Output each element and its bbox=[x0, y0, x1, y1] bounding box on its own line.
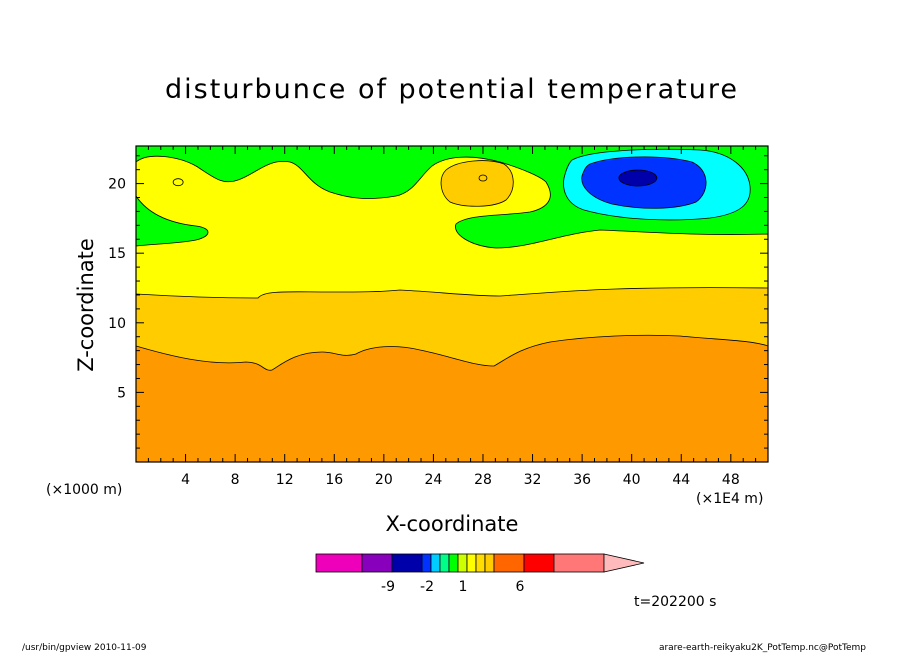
colorbar-cell bbox=[457, 553, 468, 573]
colorbar-cell bbox=[493, 553, 525, 573]
colorbar-cell bbox=[430, 553, 441, 573]
region-cold-cell-core bbox=[618, 169, 658, 187]
plot-frame bbox=[135, 145, 769, 463]
y-tick-label: 5 bbox=[117, 385, 126, 401]
colorbar-arrow bbox=[603, 553, 645, 573]
x-unit-right: (×1E4 m) bbox=[696, 491, 764, 507]
region-band-low bbox=[136, 334, 768, 462]
contour-warm-core-28 bbox=[478, 174, 488, 182]
footer-left: /usr/bin/gpview 2010-11-09 bbox=[22, 643, 147, 653]
colorbar-tick-label: -2 bbox=[420, 579, 434, 595]
y-axis-label: Z-coordinate bbox=[74, 238, 98, 372]
colorbar-cell bbox=[361, 553, 393, 573]
colorbar-cell bbox=[448, 553, 459, 573]
colorbar-cell bbox=[315, 553, 363, 573]
footer-right: arare-earth-reikyaku2K_PotTemp.nc@PotTem… bbox=[658, 643, 866, 653]
colorbar-cell bbox=[391, 553, 423, 573]
colorbar-tick-label: -9 bbox=[381, 579, 395, 595]
x-tick-label: 24 bbox=[424, 472, 442, 488]
plot-area bbox=[136, 146, 768, 462]
x-tick-label: 8 bbox=[231, 472, 240, 488]
colorbar-cell bbox=[475, 553, 486, 573]
x-tick-label: 40 bbox=[623, 472, 641, 488]
time-label: t=202200 s bbox=[634, 594, 717, 610]
colorbar: -9 -2 1 6 bbox=[315, 553, 645, 595]
x-tick-label: 32 bbox=[524, 472, 542, 488]
y-tick-label: 10 bbox=[108, 316, 126, 332]
contour-fills bbox=[136, 146, 768, 462]
x-tick-label: 48 bbox=[722, 472, 740, 488]
colorbar-cell bbox=[523, 553, 555, 573]
colorbar-tick-label: 6 bbox=[516, 579, 525, 595]
colorbar-cell bbox=[466, 553, 477, 573]
y-tick-label: 20 bbox=[108, 177, 126, 193]
x-axis-label: X-coordinate bbox=[385, 512, 519, 536]
x-tick-label: 20 bbox=[375, 472, 393, 488]
x-tick-label: 36 bbox=[573, 472, 591, 488]
y-tick-label: 15 bbox=[108, 246, 126, 262]
region-warm-cell-28 bbox=[440, 160, 514, 207]
colorbar-cell bbox=[484, 553, 495, 573]
x-tick-label: 44 bbox=[672, 472, 690, 488]
x-tick-label: 12 bbox=[276, 472, 294, 488]
x-tick-label: 4 bbox=[181, 472, 190, 488]
x-tick-label: 28 bbox=[474, 472, 492, 488]
colorbar-cell bbox=[421, 553, 432, 573]
x-tick-label: 16 bbox=[325, 472, 343, 488]
x-unit-left: (×1000 m) bbox=[46, 482, 123, 498]
colorbar-cell bbox=[553, 553, 605, 573]
colorbar-cell bbox=[439, 553, 450, 573]
colorbar-tick-label: 1 bbox=[459, 579, 468, 595]
contour-warm-core-3 bbox=[172, 178, 184, 187]
chart-title: disturbunce of potential temperature bbox=[165, 74, 739, 105]
